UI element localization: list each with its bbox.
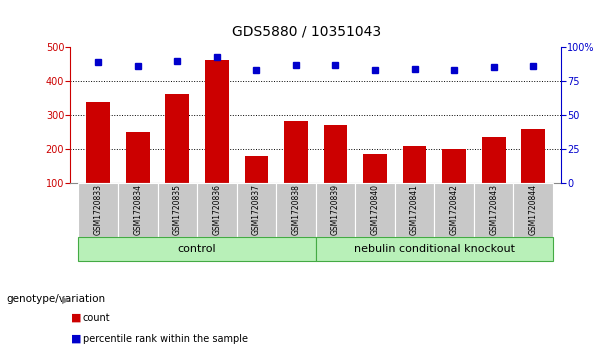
Bar (78, 183, 118, 237)
Text: GSM1720842: GSM1720842 (449, 184, 459, 235)
Bar (166, 94, 189, 183)
Text: GDS5880 / 10351043: GDS5880 / 10351043 (232, 24, 381, 38)
Bar (403, 146, 427, 183)
Bar (324, 125, 348, 183)
Bar (474, 183, 514, 237)
Bar (442, 149, 466, 183)
Bar (197, 183, 237, 237)
Text: GSM1720838: GSM1720838 (291, 184, 300, 235)
Bar (316, 237, 553, 261)
Bar (158, 183, 197, 237)
Bar (514, 183, 553, 237)
Bar (237, 183, 276, 237)
Text: control: control (178, 244, 216, 254)
Text: ■: ■ (70, 313, 81, 323)
Text: ▶: ▶ (62, 294, 69, 305)
Text: nebulin conditional knockout: nebulin conditional knockout (354, 244, 515, 254)
Bar (521, 129, 545, 183)
Bar (118, 183, 158, 237)
Bar (363, 154, 387, 183)
Text: count: count (83, 313, 110, 323)
Text: GSM1720843: GSM1720843 (489, 184, 498, 235)
Text: GSM1720844: GSM1720844 (528, 184, 538, 235)
Bar (316, 183, 356, 237)
Text: GSM1720834: GSM1720834 (133, 184, 142, 235)
Text: GSM1720839: GSM1720839 (331, 184, 340, 235)
Bar (126, 132, 150, 183)
Bar (78, 237, 316, 261)
Text: GSM1720840: GSM1720840 (370, 184, 379, 235)
Text: GSM1720836: GSM1720836 (212, 184, 221, 235)
Text: percentile rank within the sample: percentile rank within the sample (83, 334, 248, 344)
Bar (276, 183, 316, 237)
Bar (245, 156, 268, 183)
Bar (284, 121, 308, 183)
Bar (395, 183, 435, 237)
Text: GSM1720837: GSM1720837 (252, 184, 261, 235)
Bar (205, 60, 229, 183)
Bar (435, 183, 474, 237)
Text: ■: ■ (70, 334, 81, 344)
Text: GSM1720833: GSM1720833 (94, 184, 103, 235)
Text: GSM1720841: GSM1720841 (410, 184, 419, 235)
Text: genotype/variation: genotype/variation (6, 294, 105, 305)
Text: GSM1720835: GSM1720835 (173, 184, 182, 235)
Bar (86, 102, 110, 183)
Bar (482, 136, 506, 183)
Bar (356, 183, 395, 237)
